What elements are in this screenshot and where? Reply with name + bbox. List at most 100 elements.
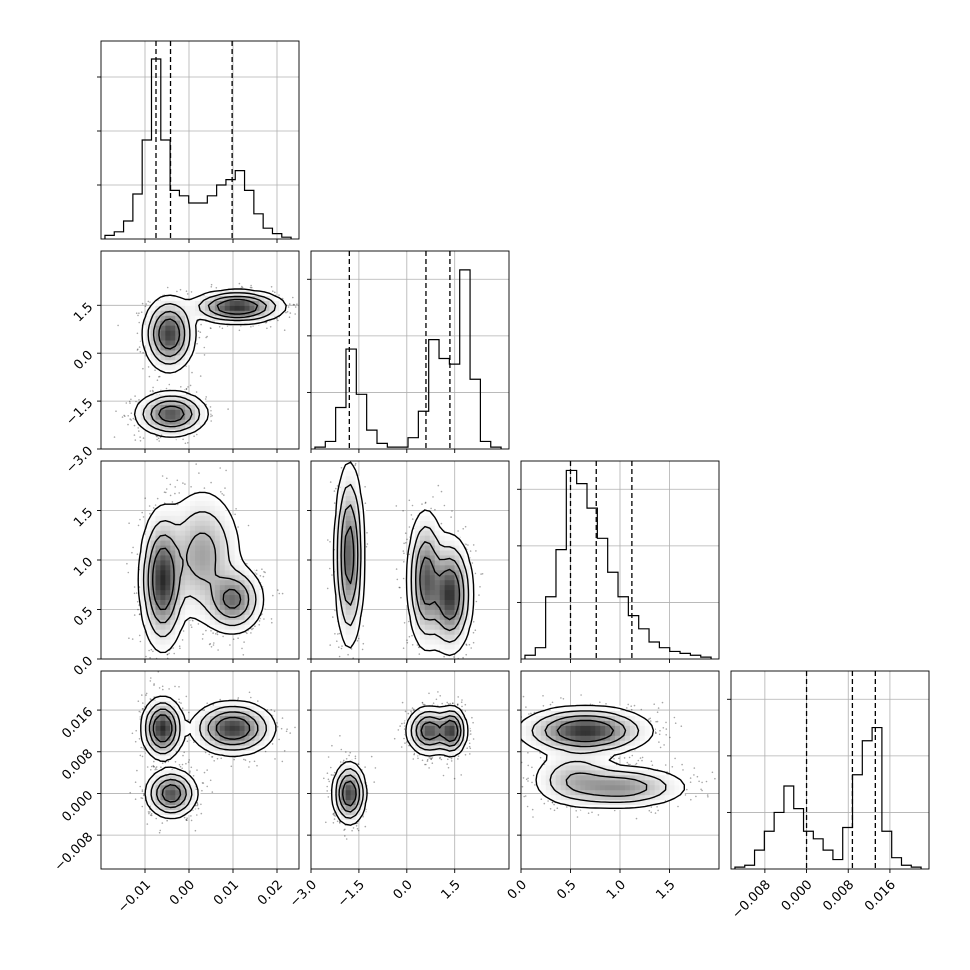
density-cell bbox=[150, 325, 156, 331]
density-cell bbox=[190, 555, 196, 561]
scatter-point bbox=[138, 613, 141, 616]
density-cell bbox=[229, 535, 236, 541]
density-cell bbox=[165, 545, 171, 551]
density-cell bbox=[204, 589, 211, 596]
scatter-point bbox=[179, 647, 181, 650]
density-cell bbox=[259, 305, 265, 311]
scatter-point bbox=[209, 643, 212, 645]
density-cell bbox=[234, 310, 240, 316]
density-cell bbox=[239, 295, 245, 301]
density-cell bbox=[204, 594, 211, 600]
density-cell bbox=[170, 340, 176, 346]
density-cell bbox=[214, 290, 221, 296]
density-cell bbox=[200, 414, 206, 420]
density-cell bbox=[155, 545, 161, 551]
density-cell bbox=[219, 609, 226, 615]
scatter-point bbox=[237, 526, 239, 528]
density-cell bbox=[140, 589, 146, 596]
scatter-point bbox=[127, 571, 130, 574]
density-cell bbox=[175, 389, 181, 395]
density-cell bbox=[155, 394, 161, 400]
density-cell bbox=[209, 579, 216, 586]
scatter-point bbox=[199, 375, 202, 377]
scatter-point bbox=[166, 477, 168, 480]
density-cell bbox=[209, 619, 216, 625]
density-cell bbox=[165, 540, 171, 546]
density-cell bbox=[190, 330, 196, 336]
scatter-point bbox=[171, 501, 174, 503]
scatter-point bbox=[288, 316, 291, 319]
scatter-point bbox=[219, 467, 221, 469]
density-cell bbox=[224, 614, 231, 620]
density-cell bbox=[175, 564, 181, 571]
scatter-point bbox=[131, 551, 133, 554]
density-cell bbox=[180, 359, 186, 366]
scatter-point bbox=[221, 493, 223, 495]
density-cell bbox=[155, 404, 161, 410]
density-cell bbox=[195, 295, 201, 301]
density-cell bbox=[254, 609, 260, 615]
scatter-point bbox=[139, 518, 141, 521]
density-cell bbox=[209, 295, 216, 301]
density-cell bbox=[249, 594, 255, 600]
density-cell bbox=[185, 330, 191, 336]
density-cell bbox=[200, 555, 206, 561]
density-cell bbox=[219, 535, 226, 541]
scatter-point bbox=[281, 297, 284, 300]
scatter-point bbox=[127, 415, 129, 417]
density-cell bbox=[219, 624, 226, 630]
density-cell bbox=[195, 564, 201, 571]
density-cell bbox=[155, 619, 161, 625]
histogram-3 bbox=[734, 726, 922, 869]
scatter-point bbox=[137, 348, 139, 351]
scatter-point bbox=[270, 618, 273, 620]
density-cell bbox=[229, 629, 236, 635]
density-cell bbox=[175, 550, 181, 556]
density-cell bbox=[204, 545, 211, 551]
density-cell bbox=[190, 414, 196, 420]
scatter-point bbox=[136, 600, 139, 603]
density-cell bbox=[165, 364, 171, 371]
density-cell bbox=[209, 599, 216, 605]
density-cell bbox=[229, 594, 236, 600]
density-cell bbox=[175, 594, 181, 600]
scatter-point bbox=[194, 662, 196, 664]
scatter-point bbox=[255, 569, 258, 572]
density-cell bbox=[254, 594, 260, 600]
density-cell bbox=[155, 574, 161, 581]
density-cell bbox=[244, 599, 250, 605]
density-cell bbox=[200, 560, 206, 566]
density-cell bbox=[160, 530, 166, 536]
density-cell bbox=[175, 530, 181, 536]
density-cell bbox=[150, 555, 156, 561]
density-cell bbox=[190, 540, 196, 546]
scatter-point bbox=[139, 436, 141, 438]
scatter-point bbox=[182, 630, 185, 632]
density-cell bbox=[135, 409, 141, 415]
scatter-point bbox=[147, 300, 150, 303]
scatter-point bbox=[195, 391, 198, 393]
density-cell bbox=[155, 579, 161, 586]
density-cell bbox=[219, 560, 226, 566]
density-cell bbox=[150, 530, 156, 536]
density-cell bbox=[224, 589, 231, 596]
density-cell bbox=[185, 335, 191, 341]
density-cell bbox=[165, 550, 171, 556]
density-cell bbox=[190, 409, 196, 415]
scatter-point bbox=[241, 286, 244, 289]
density-cell bbox=[175, 569, 181, 576]
scatter-point bbox=[169, 483, 172, 486]
scatter-point bbox=[135, 312, 138, 315]
density-cell bbox=[190, 545, 196, 551]
scatter-point bbox=[144, 497, 146, 500]
density-cell bbox=[219, 310, 226, 316]
density-cell bbox=[160, 609, 166, 615]
density-cell bbox=[195, 300, 201, 306]
density-cell bbox=[160, 545, 166, 551]
density-cell bbox=[200, 419, 206, 425]
density-cell bbox=[254, 614, 260, 620]
scatter-point bbox=[137, 524, 140, 527]
density-cell bbox=[214, 579, 221, 586]
density-cell bbox=[150, 560, 156, 566]
density-cell bbox=[234, 320, 240, 326]
